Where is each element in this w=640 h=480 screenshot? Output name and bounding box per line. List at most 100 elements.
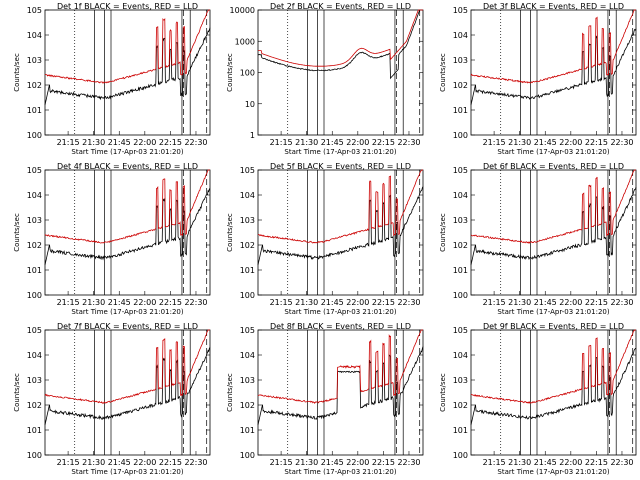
y-tick-label: 104 xyxy=(453,31,468,40)
series-line-events xyxy=(257,346,424,426)
y-tick-label: 103 xyxy=(240,376,255,385)
chart-title: Det 1f BLACK = Events, RED = LLD xyxy=(57,2,198,11)
x-tick-label: 22:30 xyxy=(184,458,207,467)
series-line-events xyxy=(44,27,211,106)
x-tick-label: 21:45 xyxy=(108,458,131,467)
x-tick-label: 21:45 xyxy=(534,138,557,147)
y-tick-label: 105 xyxy=(240,166,255,175)
y-tick-label: 105 xyxy=(27,166,42,175)
y-axis-label: Counts/sec xyxy=(13,213,21,252)
panel-8: Det 8f BLACK = Events, RED = LLD 100 101 10… xyxy=(226,322,424,476)
y-tick-label: 105 xyxy=(240,326,255,335)
plot-frame xyxy=(257,329,424,456)
x-tick-label: 22:30 xyxy=(610,298,633,307)
y-tick-label: 103 xyxy=(453,56,468,65)
x-tick-label: 22:15 xyxy=(159,298,182,307)
chart-title: Det 8f BLACK = Events, RED = LLD xyxy=(270,322,411,331)
x-tick-label: 21:30 xyxy=(295,138,318,147)
chart-title: Det 4f BLACK = Events, RED = LLD xyxy=(57,162,198,171)
y-axis-label: Counts/sec xyxy=(13,53,21,92)
series-line-lld xyxy=(470,9,636,84)
chart-title: Det 2f BLACK = Events, RED = LLD xyxy=(270,2,411,11)
series-line-lld xyxy=(470,329,636,405)
panel-1: Det 1f BLACK = Events, RED = LLD 100 101 10… xyxy=(13,2,211,156)
x-tick-label: 22:00 xyxy=(559,458,582,467)
y-tick-label: 103 xyxy=(27,56,42,65)
y-axis-label: Counts/sec xyxy=(226,213,234,252)
x-axis-label: Start Time (17-Apr-03 21:01:20) xyxy=(497,308,609,316)
x-tick-label: 22:15 xyxy=(372,298,395,307)
x-tick-label: 22:30 xyxy=(610,458,633,467)
chart-title: Det 6f BLACK = Events, RED = LLD xyxy=(483,162,624,171)
x-tick-label: 21:45 xyxy=(534,298,557,307)
y-tick-label: 102 xyxy=(240,241,255,250)
x-tick-label: 22:15 xyxy=(585,458,608,467)
x-tick-label: 22:00 xyxy=(346,458,369,467)
plot-frame xyxy=(44,329,211,456)
chart-title: Det 9f BLACK = Events, RED = LLD xyxy=(483,322,624,331)
plot-frame xyxy=(470,169,637,296)
chart-title: Det 3f BLACK = Events, RED = LLD xyxy=(483,2,624,11)
series-line-lld xyxy=(470,169,636,244)
x-tick-label: 22:00 xyxy=(133,458,156,467)
x-tick-label: 22:15 xyxy=(585,298,608,307)
x-tick-label: 21:30 xyxy=(508,298,531,307)
x-tick-label: 21:45 xyxy=(321,458,344,467)
y-tick-label: 101 xyxy=(27,426,42,435)
x-axis-label: Start Time (17-Apr-03 21:01:20) xyxy=(284,148,396,156)
plot-frame xyxy=(44,9,211,136)
y-tick-label: 102 xyxy=(453,81,468,90)
x-axis-label: Start Time (17-Apr-03 21:01:20) xyxy=(497,148,609,156)
y-tick-label: 102 xyxy=(240,401,255,410)
x-tick-label: 22:30 xyxy=(184,298,207,307)
y-tick-label: 102 xyxy=(27,401,42,410)
y-tick-label: 100 xyxy=(27,291,42,300)
x-tick-label: 21:45 xyxy=(108,298,131,307)
x-tick-label: 22:00 xyxy=(346,298,369,307)
y-tick-label: 100 xyxy=(240,291,255,300)
x-tick-label: 21:30 xyxy=(82,458,105,467)
y-tick-label: 101 xyxy=(453,426,468,435)
y-tick-label: 103 xyxy=(453,376,468,385)
y-tick-label: 103 xyxy=(27,216,42,225)
series-line-events xyxy=(44,188,211,266)
panel-4: Det 4f BLACK = Events, RED = LLD 100 101 10… xyxy=(13,162,211,316)
y-axis-label: Counts/sec xyxy=(13,373,21,412)
x-tick-label: 21:30 xyxy=(82,298,105,307)
x-tick-label: 22:30 xyxy=(397,458,420,467)
plot-frame xyxy=(470,9,637,136)
y-tick-label: 1 xyxy=(250,131,255,140)
y-tick-label: 101 xyxy=(27,106,42,115)
y-tick-label: 105 xyxy=(453,166,468,175)
y-tick-label: 104 xyxy=(27,351,42,360)
y-tick-label: 100 xyxy=(453,131,468,140)
series-line-lld xyxy=(258,9,423,67)
y-tick-label: 104 xyxy=(453,191,468,200)
y-tick-label: 104 xyxy=(27,191,42,200)
x-tick-label: 21:15 xyxy=(483,458,506,467)
y-tick-label: 101 xyxy=(453,266,468,275)
panel-7: Det 7f BLACK = Events, RED = LLD 100 101 10… xyxy=(13,322,211,476)
y-tick-label: 101 xyxy=(240,266,255,275)
x-tick-label: 21:45 xyxy=(534,458,557,467)
y-tick-label: 101 xyxy=(27,266,42,275)
y-tick-label: 102 xyxy=(453,401,468,410)
x-axis-label: Start Time (17-Apr-03 21:01:20) xyxy=(71,468,183,476)
panel-6: Det 6f BLACK = Events, RED = LLD 100 101 10… xyxy=(439,162,637,316)
x-tick-label: 21:30 xyxy=(82,138,105,147)
x-tick-label: 21:15 xyxy=(270,138,293,147)
y-tick-label: 101 xyxy=(453,106,468,115)
plot-frame xyxy=(470,329,637,456)
y-tick-label: 101 xyxy=(240,426,255,435)
x-tick-label: 22:00 xyxy=(559,298,582,307)
x-axis-label: Start Time (17-Apr-03 21:01:20) xyxy=(71,148,183,156)
series-line-lld xyxy=(44,169,210,244)
y-tick-label: 102 xyxy=(453,241,468,250)
y-tick-label: 100 xyxy=(240,451,255,460)
x-tick-label: 21:30 xyxy=(295,298,318,307)
series-line-events xyxy=(44,347,211,426)
plot-frame xyxy=(257,169,424,296)
x-tick-label: 22:00 xyxy=(133,138,156,147)
x-tick-label: 22:15 xyxy=(372,138,395,147)
y-axis-label: Counts/sec xyxy=(226,53,234,92)
